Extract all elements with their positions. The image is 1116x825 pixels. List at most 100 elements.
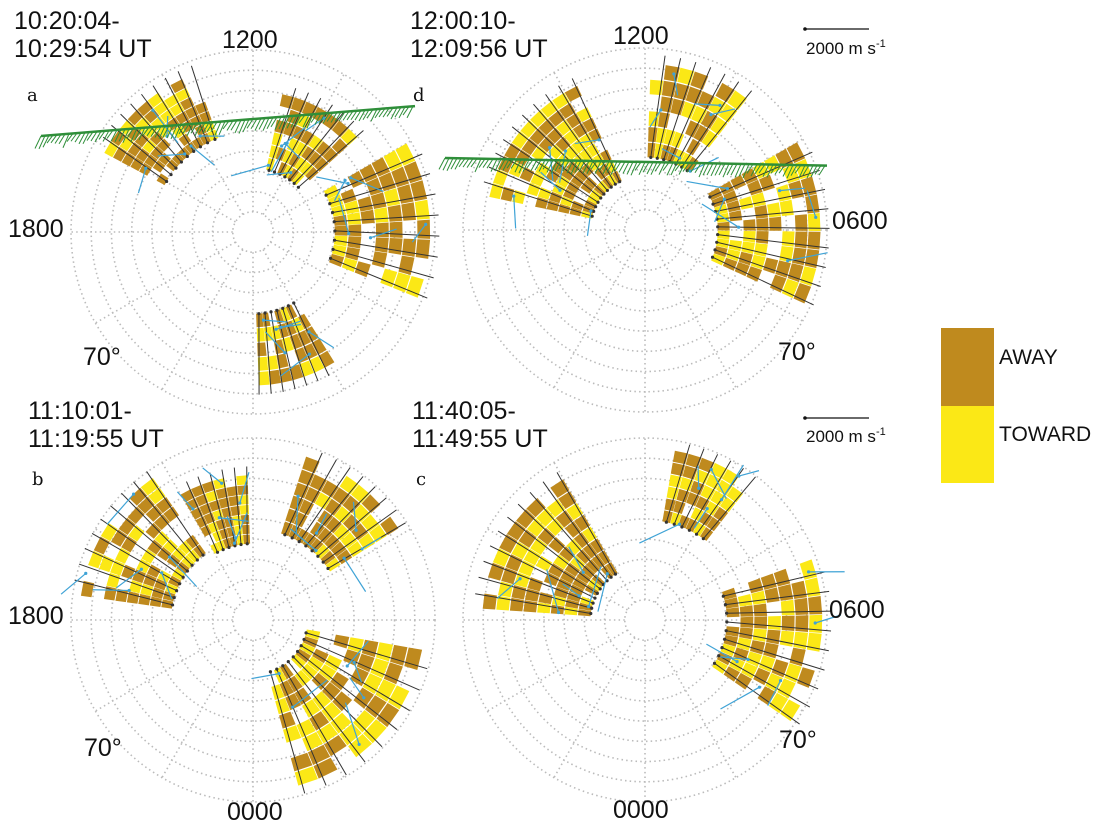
velocity-vector-blue bbox=[115, 568, 142, 589]
latitude-circle bbox=[130, 109, 376, 355]
boundary-vector bbox=[610, 161, 618, 175]
boundary-vector bbox=[566, 160, 574, 174]
latitude-circle bbox=[110, 477, 396, 763]
velocity-vector-blue bbox=[346, 640, 369, 667]
vector-origin bbox=[705, 507, 709, 511]
vector-origin bbox=[352, 660, 356, 665]
velocity-vector bbox=[284, 452, 323, 535]
echo-region bbox=[256, 301, 335, 395]
echo-cell-away bbox=[274, 309, 285, 324]
boundary-vector bbox=[218, 121, 226, 136]
echo-cell-away bbox=[222, 537, 232, 549]
echo-cell-toward bbox=[700, 485, 716, 500]
echo-cell-away bbox=[311, 672, 330, 691]
echo-cell-away bbox=[514, 149, 531, 166]
echo-cell-toward bbox=[363, 719, 387, 744]
velocity-vector bbox=[488, 166, 594, 212]
boundary-vector bbox=[122, 128, 130, 143]
echo-cell-away bbox=[729, 210, 743, 222]
echo-cell-toward bbox=[352, 504, 371, 523]
boundary-vector bbox=[366, 109, 374, 119]
echo-cell-away bbox=[771, 659, 789, 678]
echo-cell-away bbox=[127, 506, 145, 524]
echo-cell-toward bbox=[751, 590, 766, 605]
echo-cell-away bbox=[175, 111, 190, 125]
panel-b-latitude-label: 70° bbox=[84, 734, 122, 762]
velocity-vector-blue bbox=[308, 331, 335, 349]
vector-origin bbox=[297, 539, 301, 544]
echo-cell-toward bbox=[710, 116, 728, 136]
echo-cell-away bbox=[113, 146, 127, 162]
echo-cell-toward bbox=[768, 692, 789, 714]
panel-b-mlt-1800: 1800 bbox=[8, 602, 64, 630]
boundary-vector bbox=[258, 117, 266, 130]
echo-cell-away bbox=[759, 174, 775, 192]
vector-origin bbox=[680, 525, 684, 529]
velocity-vector bbox=[317, 497, 387, 557]
polar-plot-c bbox=[462, 437, 845, 803]
vector-origin bbox=[170, 603, 175, 607]
vector-origin bbox=[267, 168, 271, 172]
panel-a-mlt-1800: 1800 bbox=[8, 215, 64, 243]
boundary-vector bbox=[306, 114, 314, 129]
velocity-vector-blue bbox=[349, 677, 365, 699]
vector-origin bbox=[715, 240, 719, 244]
echo-cell-toward bbox=[361, 514, 379, 532]
echo-cell-toward bbox=[395, 143, 416, 166]
echo-cell-toward bbox=[302, 699, 321, 718]
echo-cell-away bbox=[547, 127, 563, 144]
boundary-vector bbox=[438, 157, 446, 170]
echo-cell-toward bbox=[563, 129, 579, 145]
velocity-vector bbox=[120, 113, 177, 169]
vector-origin bbox=[613, 572, 618, 576]
velocity-vector bbox=[724, 638, 825, 671]
vector-origin bbox=[662, 158, 666, 162]
panel-d-time-end: 12:09:56 UT bbox=[410, 35, 548, 63]
mlt-meridian bbox=[553, 637, 636, 779]
velocity-vector bbox=[152, 85, 195, 152]
velocity-vector-blue bbox=[586, 210, 592, 236]
velocity-vector bbox=[681, 81, 740, 168]
boundary-vector bbox=[666, 162, 674, 176]
panel-c-time-start: 11:40:05- bbox=[412, 397, 516, 425]
echo-cell-away bbox=[482, 593, 497, 610]
velocity-vector bbox=[495, 152, 596, 208]
vector-origin bbox=[174, 166, 178, 170]
echo-cell-away bbox=[129, 487, 148, 506]
velocity-vector bbox=[716, 208, 829, 220]
boundary-vector bbox=[338, 111, 346, 122]
echo-cell-away bbox=[305, 166, 319, 181]
echo-cell-away bbox=[157, 138, 171, 152]
boundary-vector bbox=[490, 158, 498, 172]
velocity-vector-blue bbox=[649, 109, 662, 128]
vector-origin bbox=[597, 138, 601, 142]
echo-cell-toward bbox=[518, 560, 535, 577]
velocity-vector bbox=[334, 230, 440, 237]
boundary-vector bbox=[786, 164, 794, 179]
echo-cell-toward bbox=[370, 658, 389, 679]
echo-cell-away bbox=[80, 580, 95, 598]
vector-origin bbox=[655, 156, 659, 160]
velocity-vector-blue bbox=[295, 496, 299, 534]
echo-cell-away bbox=[279, 367, 293, 383]
vector-origin bbox=[185, 154, 189, 159]
mlt-meridian bbox=[94, 241, 236, 324]
boundary-vector bbox=[190, 123, 198, 134]
echo-cell-away bbox=[121, 152, 136, 167]
echo-cell-toward bbox=[781, 231, 795, 247]
echo-cell-toward bbox=[586, 143, 600, 157]
boundary-vector bbox=[530, 159, 538, 171]
velocity-vector-blue bbox=[352, 501, 357, 531]
vector-origin bbox=[221, 548, 225, 552]
vector-origin bbox=[296, 185, 300, 189]
echo-cell-away bbox=[380, 516, 399, 536]
velocity-vector-blue bbox=[169, 556, 198, 588]
boundary-vector bbox=[634, 161, 642, 171]
echo-cell-toward bbox=[323, 184, 340, 199]
echo-cell-away bbox=[203, 512, 216, 525]
echo-cell-away bbox=[695, 496, 710, 511]
vector-origin bbox=[724, 629, 728, 633]
boundary-vector bbox=[522, 159, 530, 172]
boundary-vector bbox=[502, 159, 510, 171]
echo-cell-away bbox=[770, 274, 787, 293]
